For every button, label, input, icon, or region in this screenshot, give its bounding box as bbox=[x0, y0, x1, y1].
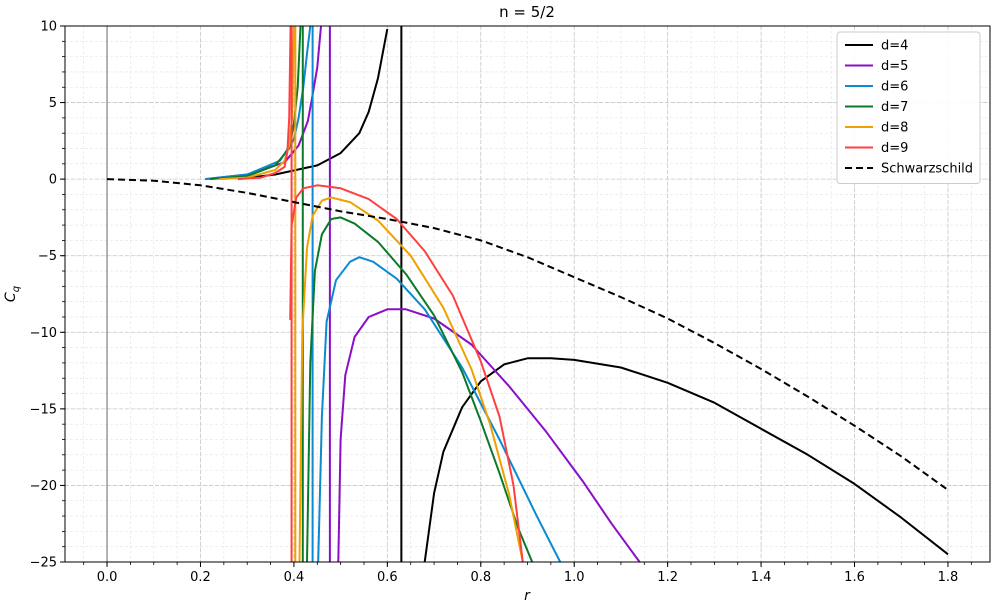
y-tick-label: −25 bbox=[30, 556, 57, 571]
x-tick-label: 1.6 bbox=[844, 570, 865, 585]
series-d-9 bbox=[237, 26, 524, 562]
y-tick-label: 0 bbox=[49, 173, 57, 188]
series-layer bbox=[106, 26, 949, 562]
series-line bbox=[317, 256, 562, 562]
legend-label: d=6 bbox=[881, 80, 908, 95]
series-line bbox=[289, 184, 524, 562]
x-tick-label: 0.2 bbox=[190, 570, 211, 585]
series-d-6 bbox=[205, 26, 562, 562]
x-tick-label: 1.8 bbox=[938, 570, 959, 585]
y-axis-ticks: 10 5 0 −5 −10 −15 −20 −25 bbox=[30, 20, 65, 571]
x-tick-label: 0.0 bbox=[97, 570, 118, 585]
series-line bbox=[306, 216, 534, 562]
legend-label: d=9 bbox=[881, 141, 908, 156]
y-tick-label: −5 bbox=[38, 249, 57, 264]
series-d-4 bbox=[237, 26, 949, 562]
x-tick-label: 1.2 bbox=[657, 570, 678, 585]
series-line bbox=[298, 196, 524, 562]
y-axis-label: Cq bbox=[3, 286, 22, 302]
y-axis-label-subscript: q bbox=[11, 286, 22, 292]
series-line bbox=[106, 178, 949, 491]
x-tick-label: 1.0 bbox=[564, 570, 585, 585]
x-tick-label: 0.8 bbox=[470, 570, 491, 585]
y-tick-label: 10 bbox=[40, 20, 57, 35]
series-line bbox=[237, 26, 292, 181]
x-tick-label: 0.4 bbox=[284, 570, 305, 585]
legend-label: d=5 bbox=[881, 59, 908, 74]
x-axis-ticks: 0.0 0.2 0.4 0.6 0.8 1.0 1.2 1.4 1.6 1.8 bbox=[83, 562, 972, 585]
legend-box bbox=[836, 31, 981, 184]
series-line bbox=[423, 357, 949, 562]
x-axis-label: r bbox=[524, 588, 531, 604]
legend-label: d=8 bbox=[881, 121, 908, 136]
chart-title: n = 5/2 bbox=[499, 3, 555, 21]
series-schwarzschild bbox=[106, 178, 949, 491]
x-tick-label: 1.4 bbox=[751, 570, 772, 585]
y-tick-label: 5 bbox=[49, 96, 57, 111]
legend-label: d=7 bbox=[881, 100, 908, 115]
series-line bbox=[237, 28, 389, 181]
legend-label: Schwarzschild bbox=[881, 162, 973, 177]
series-line bbox=[337, 308, 641, 562]
y-tick-label: −20 bbox=[30, 479, 57, 494]
legend: d=4 d=5 d=6 d=7 d=8 d=9 Schwarzschild bbox=[836, 31, 981, 184]
y-tick-label: −15 bbox=[30, 402, 57, 417]
x-tick-label: 0.6 bbox=[377, 570, 398, 585]
legend-label: d=4 bbox=[881, 39, 908, 54]
y-tick-label: −10 bbox=[30, 326, 57, 341]
